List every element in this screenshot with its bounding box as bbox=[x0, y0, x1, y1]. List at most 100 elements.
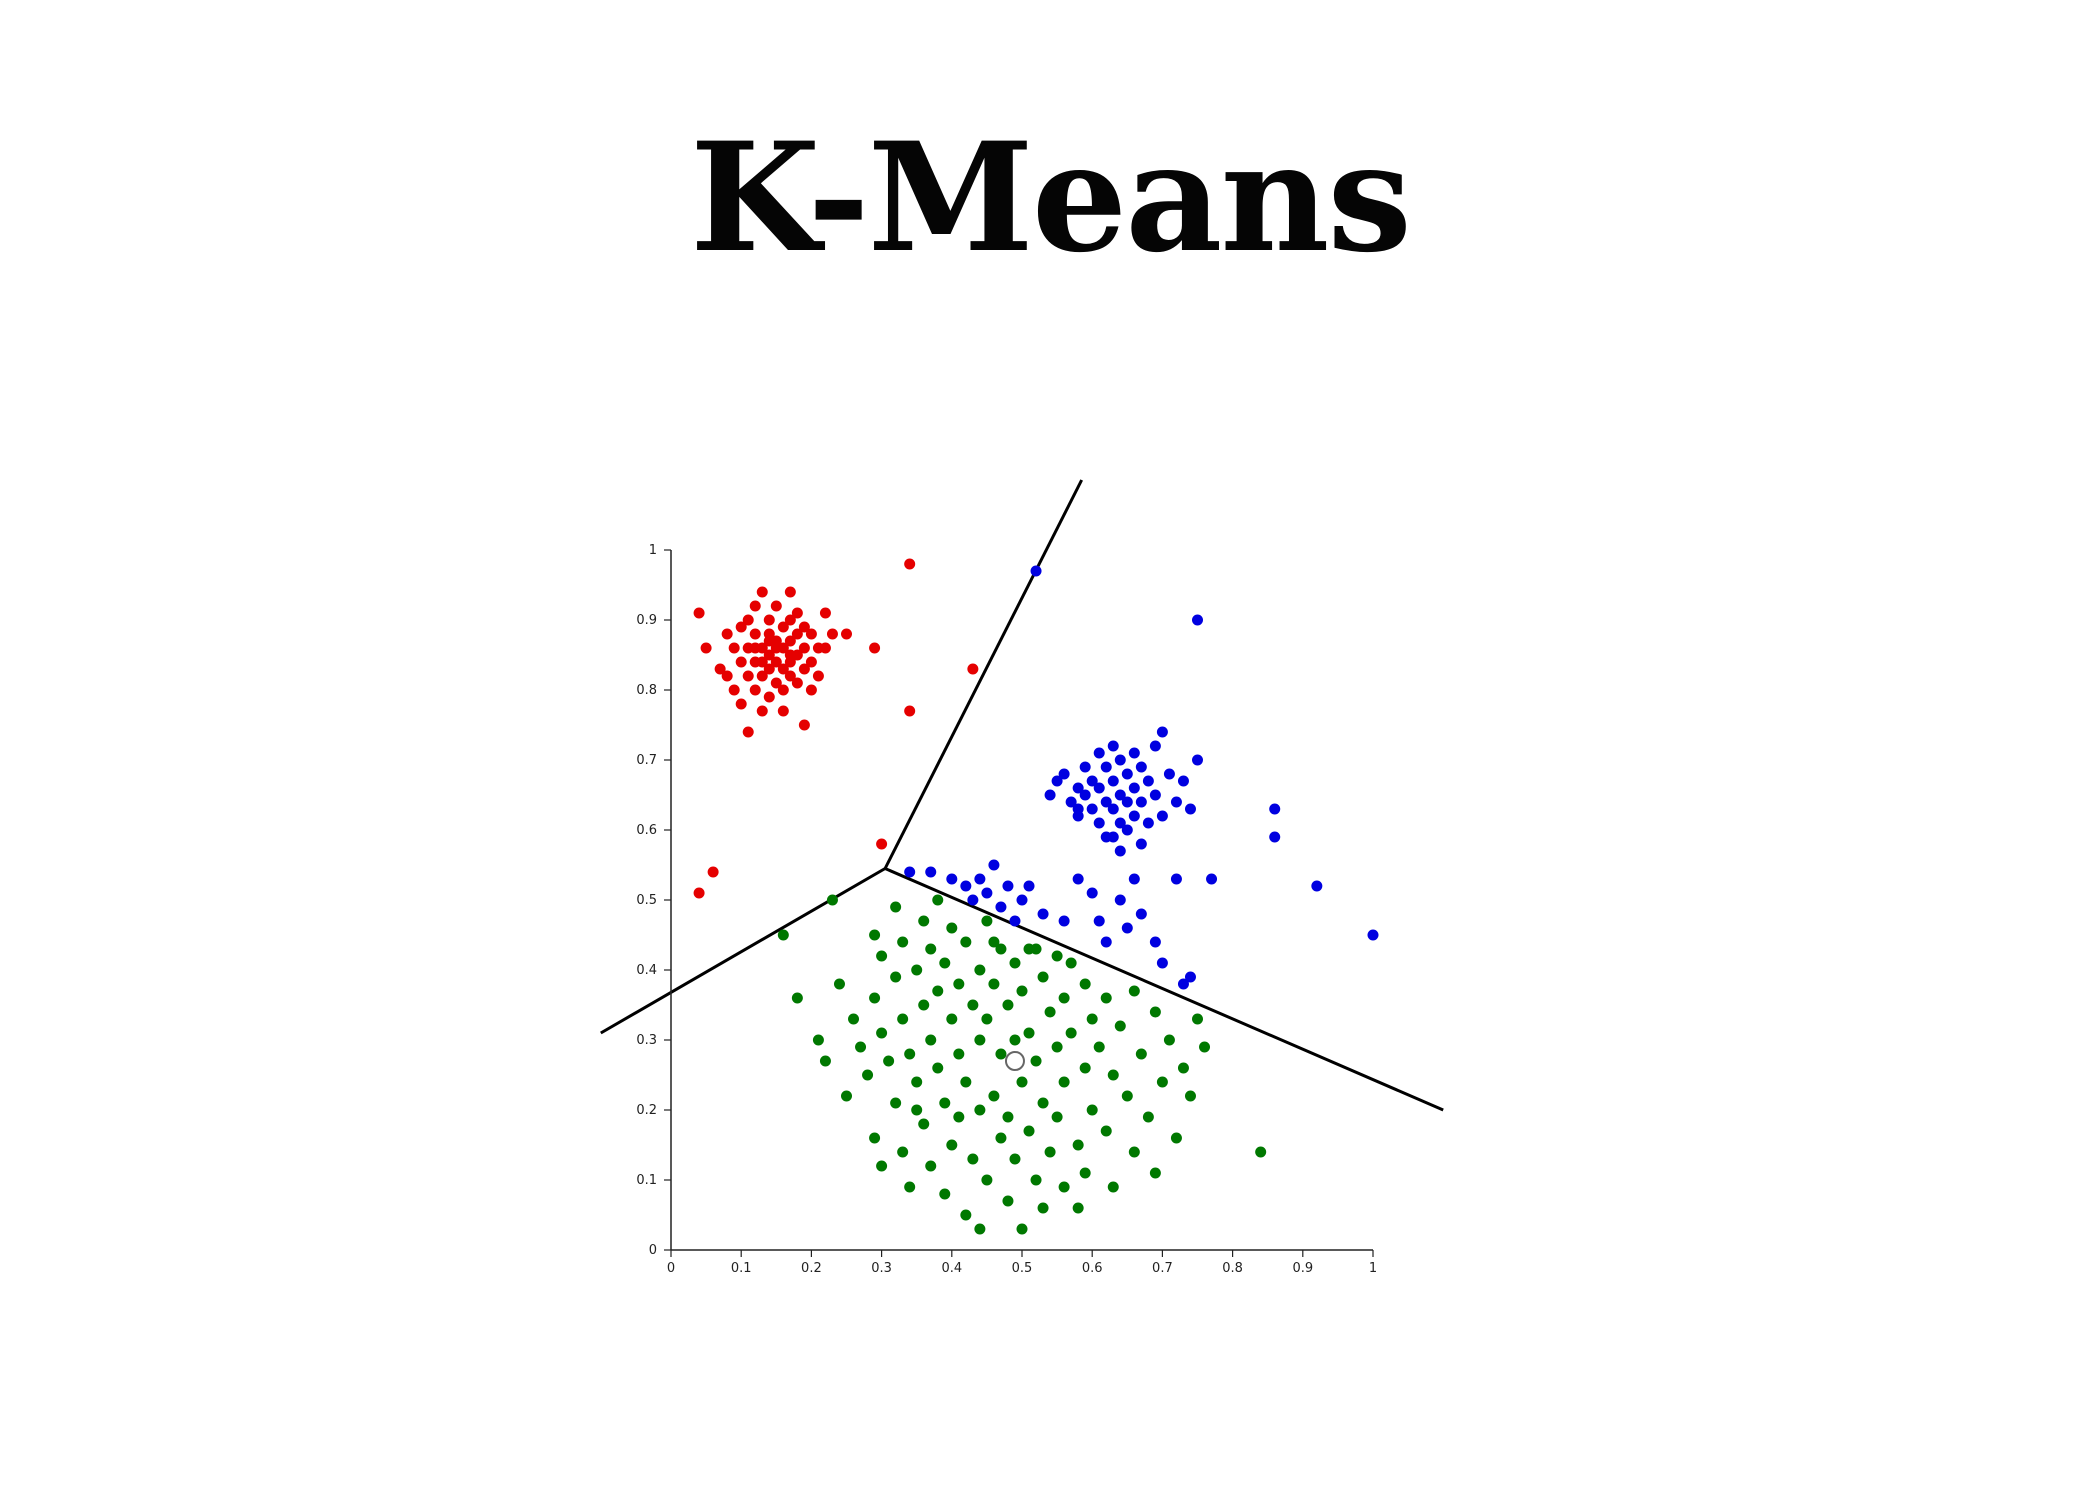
data-point bbox=[1086, 803, 1098, 815]
data-point bbox=[763, 691, 775, 703]
data-point bbox=[770, 642, 782, 654]
data-point bbox=[707, 866, 719, 878]
data-point bbox=[1086, 1013, 1098, 1025]
data-point bbox=[974, 964, 986, 976]
data-point bbox=[805, 684, 817, 696]
data-point bbox=[1058, 768, 1070, 780]
x-tick-label: 0.9 bbox=[1292, 1261, 1313, 1276]
data-point bbox=[876, 1027, 888, 1039]
data-point bbox=[1093, 1041, 1105, 1053]
data-point bbox=[939, 1188, 951, 1200]
data-point bbox=[784, 635, 796, 647]
data-point bbox=[1170, 796, 1182, 808]
data-point bbox=[784, 670, 796, 682]
data-point bbox=[791, 677, 803, 689]
y-tick-label: 0.2 bbox=[636, 1103, 657, 1118]
data-point bbox=[791, 628, 803, 640]
data-point bbox=[784, 649, 796, 661]
data-point bbox=[1128, 782, 1140, 794]
data-point bbox=[742, 726, 754, 738]
data-point bbox=[1128, 985, 1140, 997]
data-point bbox=[1192, 614, 1203, 626]
data-point bbox=[939, 957, 951, 969]
data-point bbox=[1093, 817, 1105, 829]
data-point bbox=[749, 642, 761, 654]
data-point bbox=[890, 901, 902, 913]
data-point bbox=[819, 1055, 831, 1067]
data-point bbox=[1009, 957, 1021, 969]
y-tick-label: 0.1 bbox=[636, 1173, 657, 1188]
data-point bbox=[988, 1090, 1000, 1102]
data-point bbox=[805, 656, 817, 668]
data-point bbox=[1128, 1146, 1140, 1158]
data-point bbox=[1044, 1146, 1056, 1158]
data-point bbox=[1163, 768, 1175, 780]
data-point bbox=[1114, 845, 1126, 857]
data-point bbox=[798, 719, 810, 731]
data-point bbox=[1072, 782, 1084, 794]
data-point bbox=[988, 978, 1000, 990]
data-point bbox=[904, 1181, 916, 1193]
x-tick-label: 0 bbox=[667, 1261, 675, 1276]
data-point bbox=[735, 656, 747, 668]
data-point bbox=[1128, 873, 1140, 885]
data-point bbox=[841, 628, 852, 640]
data-point bbox=[826, 628, 838, 640]
data-point bbox=[1184, 1090, 1196, 1102]
y-tick-label: 0.3 bbox=[636, 1033, 657, 1048]
data-point bbox=[869, 1132, 881, 1144]
x-tick-label: 0.5 bbox=[1012, 1261, 1033, 1276]
data-point bbox=[812, 1034, 824, 1046]
data-point bbox=[1051, 950, 1063, 962]
data-point bbox=[777, 663, 789, 675]
data-point bbox=[967, 999, 979, 1011]
y-tick-label: 0.4 bbox=[636, 963, 657, 978]
data-point bbox=[1269, 831, 1281, 843]
data-point bbox=[1107, 775, 1119, 787]
data-point bbox=[869, 929, 881, 941]
data-point bbox=[1002, 880, 1014, 892]
data-point bbox=[1114, 817, 1126, 829]
data-point bbox=[995, 901, 1007, 913]
data-point bbox=[946, 1139, 958, 1151]
data-point bbox=[1100, 936, 1112, 948]
data-point bbox=[693, 887, 705, 899]
data-point bbox=[911, 1076, 923, 1088]
data-point bbox=[932, 1062, 944, 1074]
data-point bbox=[897, 1146, 909, 1158]
data-point bbox=[1037, 1202, 1049, 1214]
data-point bbox=[798, 642, 810, 654]
centroid-marker bbox=[1004, 1051, 1025, 1071]
data-point bbox=[918, 915, 930, 927]
data-point bbox=[897, 936, 909, 948]
data-point bbox=[974, 873, 986, 885]
data-point bbox=[1016, 1223, 1028, 1235]
data-point bbox=[855, 1041, 867, 1053]
data-point bbox=[763, 663, 775, 675]
data-point bbox=[721, 628, 733, 640]
x-tick-label: 0.7 bbox=[1152, 1261, 1173, 1276]
data-point bbox=[1058, 1076, 1070, 1088]
data-point bbox=[1107, 1069, 1119, 1081]
data-point bbox=[1009, 1034, 1021, 1046]
data-point bbox=[756, 670, 768, 682]
data-point bbox=[869, 642, 881, 654]
cluster-series-2 bbox=[904, 565, 1379, 990]
data-point bbox=[1121, 768, 1133, 780]
data-point bbox=[1058, 915, 1070, 927]
data-point bbox=[995, 1048, 1007, 1060]
data-point bbox=[1107, 831, 1119, 843]
data-point bbox=[756, 656, 768, 668]
data-point bbox=[939, 1097, 951, 1109]
chart-title: K-Means bbox=[690, 110, 1412, 286]
data-point bbox=[1135, 761, 1147, 773]
data-point bbox=[1156, 810, 1168, 822]
data-point bbox=[960, 1209, 972, 1221]
data-point bbox=[1269, 803, 1281, 815]
data-point bbox=[1135, 796, 1147, 808]
data-point bbox=[1093, 747, 1105, 759]
data-point bbox=[763, 614, 775, 626]
data-point bbox=[1311, 880, 1323, 892]
data-point bbox=[925, 943, 937, 955]
data-point bbox=[918, 1118, 930, 1130]
